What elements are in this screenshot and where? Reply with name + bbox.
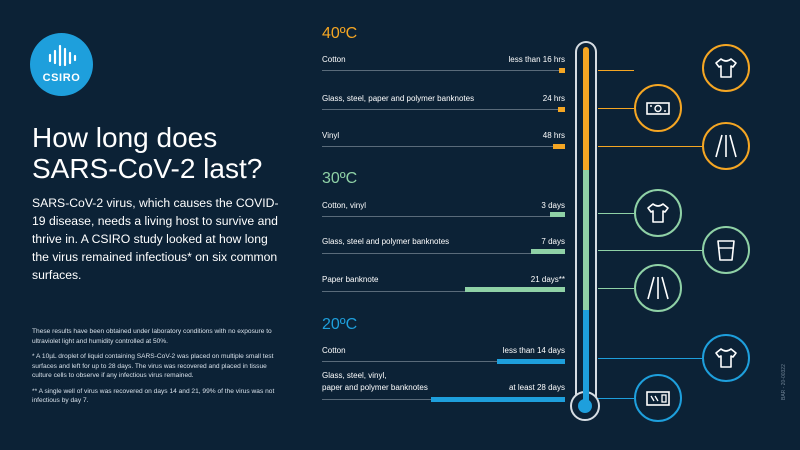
divider-line (322, 109, 565, 110)
row-40-vinyl: Vinyl 48 hrs (322, 131, 565, 143)
logo-bars-icon (48, 44, 77, 67)
row-label: Cotton (322, 346, 346, 355)
row-20-all-surfaces-line2: paper and polymer banknotes at least 28 … (322, 383, 565, 395)
duration-bar (497, 359, 565, 364)
glass-icon (702, 226, 750, 274)
row-label: Glass, steel and polymer banknotes (322, 237, 450, 246)
tshirt-icon (702, 44, 750, 92)
row-label: Glass, steel, paper and polymer banknote… (322, 94, 475, 103)
title-line-1: How long does (32, 122, 218, 153)
connector-line (598, 70, 634, 71)
row-30-banknotes: Glass, steel and polymer banknotes 7 day… (322, 237, 565, 249)
row-value: 48 hrs (542, 131, 565, 140)
row-label: Cotton (322, 55, 346, 64)
duration-bar (553, 144, 565, 149)
divider-line (322, 291, 565, 292)
note-conditions: These results have been obtained under l… (32, 328, 272, 345)
card-icon (634, 374, 682, 422)
connector-line (598, 146, 702, 147)
page-title: How long does SARS-CoV-2 last? (32, 122, 292, 184)
row-30-paper-banknote: Paper banknote 21 days** (322, 275, 565, 287)
row-value: less than 16 hrs (508, 55, 565, 64)
temperature-30: 30ºC (322, 170, 358, 187)
mercury-40 (583, 47, 589, 170)
row-value: 21 days** (530, 275, 565, 284)
row-label: Cotton, vinyl (322, 201, 367, 210)
thermometer-bulb-fill (578, 399, 592, 413)
mercury-20 (583, 310, 589, 405)
tshirt-icon (702, 334, 750, 382)
title-line-2: SARS-CoV-2 last? (32, 153, 263, 184)
note-single-well: ** A single well of virus was recovered … (32, 387, 275, 405)
divider-line (322, 361, 565, 362)
connector-line (598, 250, 702, 251)
duration-bar (550, 212, 565, 217)
tshirt-icon (634, 189, 682, 237)
note-method: * A 10µL droplet of liquid containing SA… (32, 353, 274, 379)
divider-line (322, 146, 565, 147)
duration-bar (531, 249, 565, 254)
connector-line (598, 108, 634, 109)
temperature-40: 40ºC (322, 25, 358, 42)
row-value: 24 hrs (542, 94, 565, 103)
row-value: 3 days (541, 201, 565, 210)
logo-wordmark: CSIRO (42, 72, 81, 84)
row-value: 7 days (541, 237, 565, 246)
row-label: Vinyl (322, 131, 340, 140)
row-value: at least 28 days (508, 383, 565, 392)
row-label: Paper banknote (322, 275, 379, 284)
duration-bar (558, 107, 565, 112)
row-40-banknotes: Glass, steel, paper and polymer banknote… (322, 94, 565, 106)
temperature-20: 20ºC (322, 316, 358, 333)
row-value: less than 14 days (502, 346, 565, 355)
duration-bar (431, 397, 565, 402)
connector-line (598, 398, 634, 399)
intro-paragraph: SARS-CoV-2 virus, which causes the COVID… (32, 196, 279, 282)
row-40-cotton: Cotton less than 16 hrs (322, 55, 565, 67)
footnotes: These results have been obtained under l… (32, 327, 282, 412)
row-label: Glass, steel, vinyl, (322, 371, 387, 380)
duration-bar (559, 68, 565, 73)
vinyl-road-icon (702, 122, 750, 170)
duration-bar (465, 287, 565, 292)
mercury-30 (583, 170, 589, 310)
divider-line (322, 253, 565, 254)
connector-line (598, 213, 634, 214)
banknote-icon (634, 84, 682, 132)
row-label-2: paper and polymer banknotes (322, 383, 428, 392)
divider-line (322, 216, 565, 217)
csiro-logo: CSIRO (30, 33, 93, 96)
connector-line (598, 358, 702, 359)
paper-road-icon (634, 264, 682, 312)
row-30-cotton-vinyl: Cotton, vinyl 3 days (322, 201, 565, 213)
connector-line (598, 288, 634, 289)
reference-code: BAR - 20-00322 (781, 364, 787, 400)
row-20-all-surfaces: Glass, steel, vinyl, (322, 371, 565, 383)
divider-line (322, 70, 565, 71)
row-20-cotton: Cotton less than 14 days (322, 346, 565, 358)
